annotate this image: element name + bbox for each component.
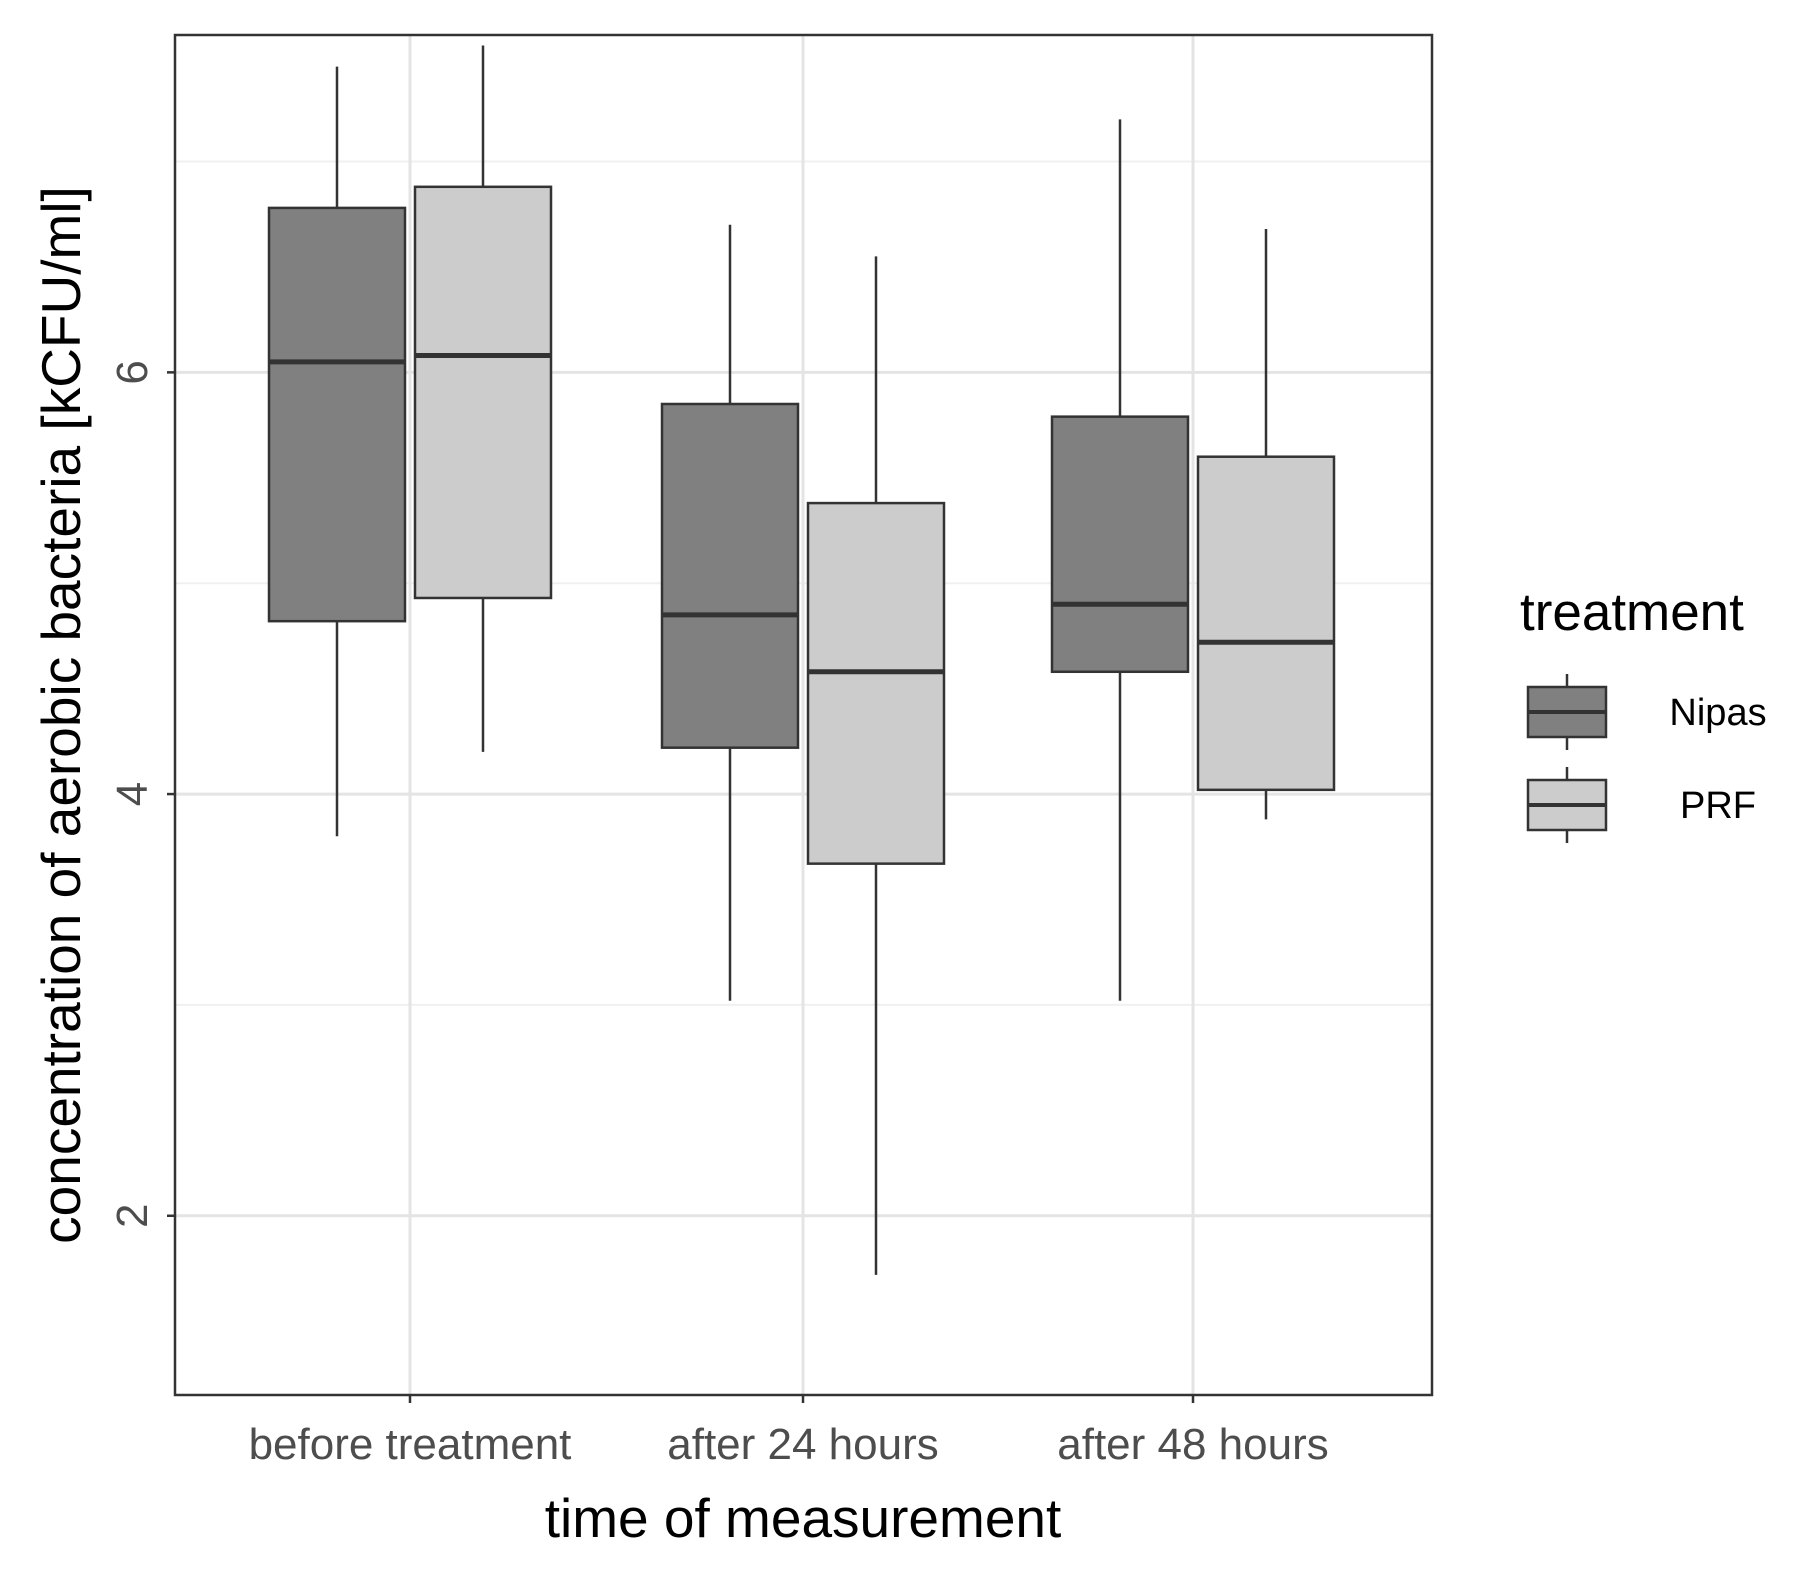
legend-title: treatment <box>1520 583 1744 642</box>
legend-item: PRF <box>1526 767 1756 843</box>
box-group <box>1196 228 1336 820</box>
legend-item: Nipas <box>1526 674 1767 750</box>
box <box>806 501 946 865</box>
box-group <box>660 224 800 1001</box>
y-axis-title: concentration of aerobic bacteria [kCFU/… <box>30 186 92 1244</box>
y-tick-label: 4 <box>108 782 157 806</box>
legend-label: Nipas <box>1669 692 1766 734</box>
y-tick-label: 2 <box>108 1204 157 1228</box>
x-tick-label: after 48 hours <box>1057 1420 1329 1469</box>
x-tick-label: before treatment <box>249 1420 572 1469</box>
box-group <box>1050 119 1190 1001</box>
plot-layer <box>267 45 1336 1275</box>
box-group <box>267 66 407 837</box>
box <box>1050 415 1190 674</box>
box-group <box>806 256 946 1275</box>
axis-layer: 2 4 6 before treatment after 24 hours after 4… <box>108 360 1329 1469</box>
box <box>660 402 800 749</box>
box <box>413 185 553 600</box>
box <box>1196 455 1336 792</box>
x-tick-label: after 24 hours <box>667 1420 939 1469</box>
legend-items: Nipas PRF <box>1526 674 1767 843</box>
legend: treatment Nipas PRF <box>1520 583 1767 843</box>
box-group <box>413 45 553 752</box>
box <box>267 206 407 623</box>
x-axis-title: time of measurement <box>545 1487 1062 1549</box>
y-tick-label: 6 <box>108 360 157 384</box>
legend-label: PRF <box>1680 785 1756 827</box>
